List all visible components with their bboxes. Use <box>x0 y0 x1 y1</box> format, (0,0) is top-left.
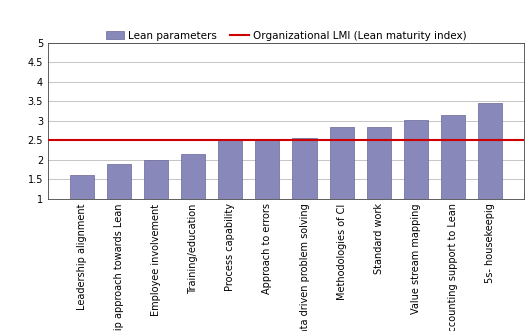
Bar <box>144 160 168 199</box>
Bar <box>330 127 354 199</box>
Bar <box>441 115 465 199</box>
Bar <box>367 127 391 199</box>
Bar <box>70 175 94 199</box>
Bar <box>478 103 502 199</box>
Legend: Lean parameters, Organizational LMI (Lean maturity index): Lean parameters, Organizational LMI (Lea… <box>102 26 470 45</box>
Bar <box>404 120 428 199</box>
Bar <box>107 164 131 199</box>
Bar <box>181 154 205 199</box>
Bar <box>255 140 279 199</box>
Bar <box>293 138 317 199</box>
Bar <box>218 140 242 199</box>
